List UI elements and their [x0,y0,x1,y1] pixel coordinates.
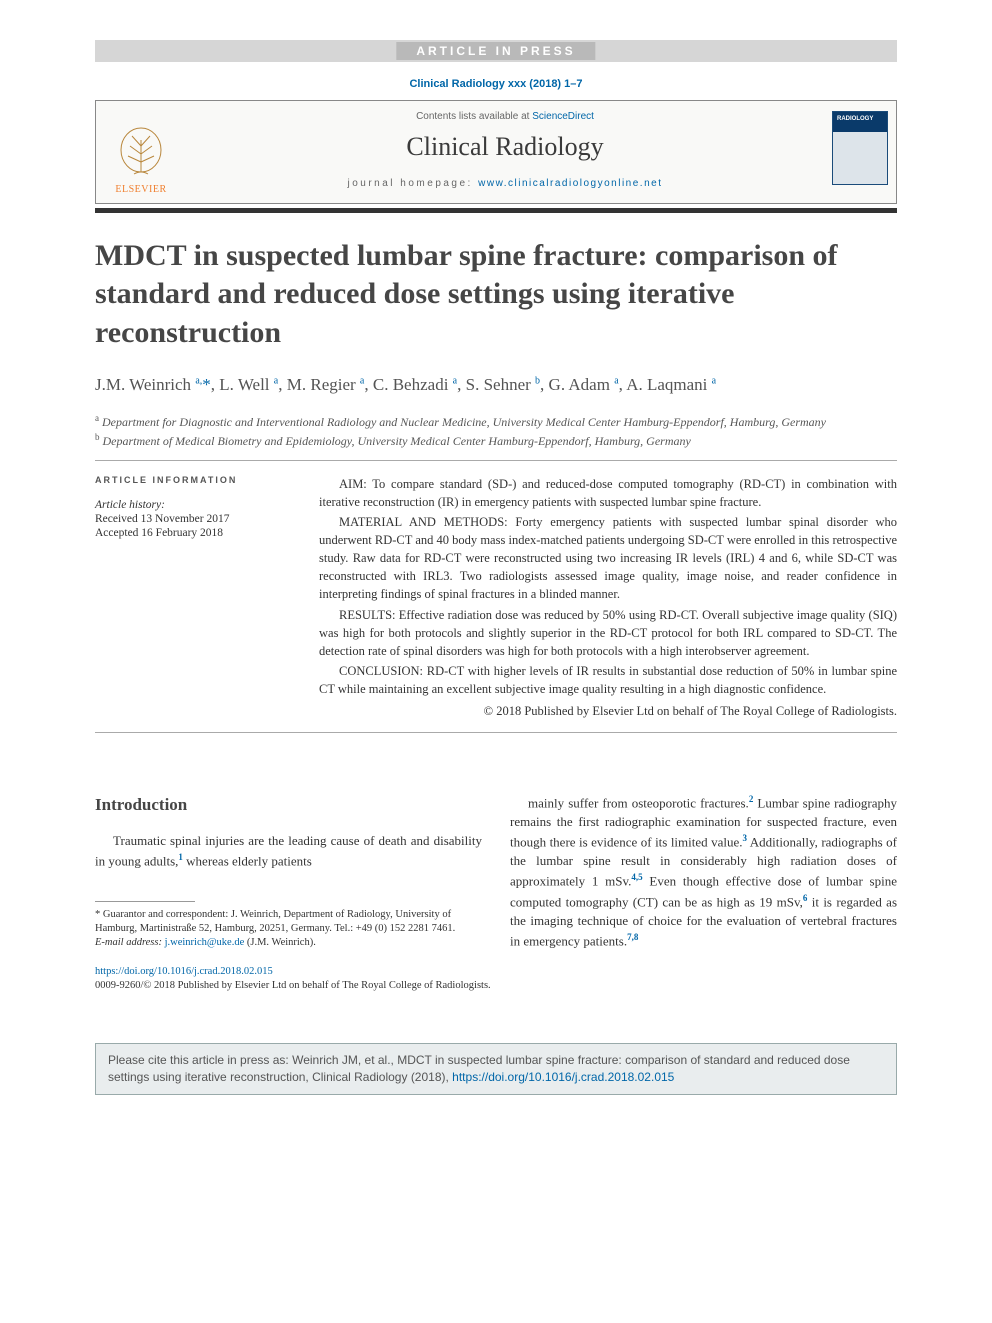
email-suffix: (J.M. Weinrich). [244,937,316,948]
footnotes: * Guarantor and correspondent: J. Weinri… [95,908,482,951]
intro-para-left: Traumatic spinal injuries are the leadin… [95,832,482,871]
abstract-results: RESULTS: Effective radiation dose was re… [319,606,897,660]
journal-name: Clinical Radiology [196,132,814,162]
history-label: Article history: [95,499,295,511]
homepage-link[interactable]: www.clinicalradiologyonline.net [478,178,662,189]
homepage-label: journal homepage: [348,178,479,189]
rule-thick [95,208,897,213]
abstract-conclusion: CONCLUSION: RD-CT with higher levels of … [319,662,897,698]
body-columns: Introduction Traumatic spinal injuries a… [95,793,897,950]
cover-thumb-label: RADIOLOGY [837,116,873,122]
footnote-rule [95,901,195,902]
abstract-column: AIM: To compare standard (SD-) and reduc… [319,475,897,723]
email-label: E-mail address: [95,937,165,948]
guarantor-footnote: * Guarantor and correspondent: J. Weinri… [95,908,482,936]
article-info-label: ARTICLE INFORMATION [95,475,295,485]
homepage-line: journal homepage: www.clinicalradiologyo… [196,178,814,189]
page-container: ARTICLE IN PRESS Clinical Radiology xxx … [0,0,992,1023]
abstract-methods: MATERIAL AND METHODS: Forty emergency pa… [319,513,897,604]
accepted-line: Accepted 16 February 2018 [95,527,295,539]
doi-link[interactable]: https://doi.org/10.1016/j.crad.2018.02.0… [95,966,273,977]
elsevier-caption: ELSEVIER [114,184,168,195]
elsevier-tree-icon: ELSEVIER [114,126,168,195]
affiliations: a Department for Diagnostic and Interven… [95,412,897,450]
contents-line: Contents lists available at ScienceDirec… [196,111,814,122]
article-info-column: ARTICLE INFORMATION Article history: Rec… [95,475,295,723]
publisher-logo: ELSEVIER [96,101,186,203]
email-link[interactable]: j.weinrich@uke.de [165,937,245,948]
cite-doi-link[interactable]: https://doi.org/10.1016/j.crad.2018.02.0… [452,1070,674,1084]
sciencedirect-link[interactable]: ScienceDirect [532,111,594,122]
aip-label: ARTICLE IN PRESS [396,42,595,60]
body-right-column: mainly suffer from osteoporotic fracture… [510,793,897,950]
journal-cover-thumb: RADIOLOGY [824,101,896,203]
abstract-row: ARTICLE INFORMATION Article history: Rec… [95,475,897,723]
journal-box: ELSEVIER Contents lists available at Sci… [95,100,897,204]
citation-header: Clinical Radiology xxx (2018) 1–7 [95,68,897,100]
aip-banner: ARTICLE IN PRESS [95,40,897,62]
abstract-copyright: © 2018 Published by Elsevier Ltd on beha… [319,702,897,720]
intro-heading: Introduction [95,793,482,818]
citation-box: Please cite this article in press as: We… [95,1043,897,1095]
cover-thumb-icon: RADIOLOGY [832,111,888,185]
copyright-line: 0009-9260/© 2018 Published by Elsevier L… [95,979,897,993]
journal-box-center: Contents lists available at ScienceDirec… [186,101,824,203]
contents-prefix: Contents lists available at [416,111,532,122]
email-footnote: E-mail address: j.weinrich@uke.de (J.M. … [95,936,482,950]
intro-para-right: mainly suffer from osteoporotic fracture… [510,793,897,950]
article-title: MDCT in suspected lumbar spine fracture:… [95,237,897,352]
authors-list: J.M. Weinrich a,*, L. Well a, M. Regier … [95,372,897,398]
body-left-column: Introduction Traumatic spinal injuries a… [95,793,482,950]
received-line: Received 13 November 2017 [95,513,295,525]
abstract-aim: AIM: To compare standard (SD-) and reduc… [319,475,897,511]
rule-above-abstract [95,460,897,461]
rule-below-abstract [95,732,897,733]
doi-block: https://doi.org/10.1016/j.crad.2018.02.0… [95,965,897,993]
